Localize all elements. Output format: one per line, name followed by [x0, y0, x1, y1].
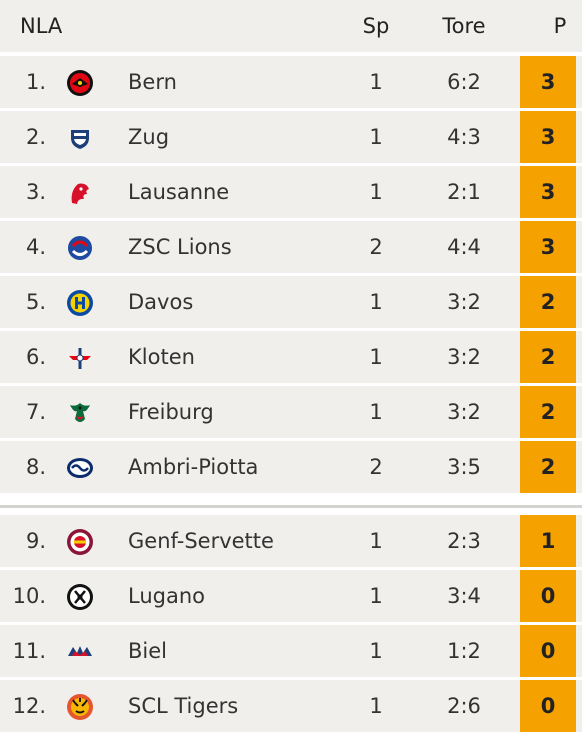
goals: 4:4 — [447, 235, 481, 259]
lausanne-logo-icon — [66, 179, 94, 207]
goals: 6:2 — [447, 70, 481, 94]
team-name[interactable]: SCL Tigers — [128, 694, 239, 718]
rank: 4. — [25, 235, 46, 259]
team-name[interactable]: Biel — [128, 639, 167, 663]
points: 3 — [520, 56, 576, 108]
rank: 2. — [25, 125, 46, 149]
davos-logo-icon — [66, 289, 94, 317]
points: 2 — [520, 276, 576, 328]
ambri-piotta-logo-icon — [66, 454, 94, 482]
games-played: 1 — [369, 694, 383, 718]
points: 2 — [520, 386, 576, 438]
freiburg-logo-icon — [66, 399, 94, 427]
zug-logo-icon — [66, 124, 94, 152]
team-name[interactable]: Zug — [128, 125, 170, 149]
rank: 8. — [25, 455, 46, 479]
team-name[interactable]: Davos — [128, 290, 194, 314]
lugano-logo-icon — [66, 583, 94, 611]
points: 0 — [520, 570, 576, 622]
rank: 10. — [12, 584, 46, 608]
column-header-games: Sp — [362, 14, 390, 38]
team-name[interactable]: Lausanne — [128, 180, 230, 204]
games-played: 2 — [369, 235, 383, 259]
team-name[interactable]: Ambri-Piotta — [128, 455, 259, 479]
table-row[interactable]: 5. Davos 1 3:2 2 — [0, 276, 582, 328]
goals: 3:2 — [447, 345, 481, 369]
rank: 3. — [25, 180, 46, 204]
goals: 3:5 — [447, 455, 481, 479]
rank: 6. — [25, 345, 46, 369]
goals: 3:4 — [447, 584, 481, 608]
points: 0 — [520, 680, 576, 732]
team-name[interactable]: Kloten — [128, 345, 195, 369]
column-header-points: P — [553, 14, 567, 38]
goals: 2:1 — [447, 180, 481, 204]
points: 2 — [520, 441, 576, 493]
table-row[interactable]: 12. SCL Tigers 1 2:6 0 — [0, 680, 582, 732]
rank: 9. — [25, 529, 46, 553]
rank: 11. — [12, 639, 46, 663]
games-played: 1 — [369, 639, 383, 663]
table-row[interactable]: 2. Zug 1 4:3 3 — [0, 111, 582, 163]
table-row[interactable]: 9. Genf-Servette 1 2:3 1 — [0, 515, 582, 567]
team-name[interactable]: ZSC Lions — [128, 235, 232, 259]
table-row[interactable]: 6. Kloten 1 3:2 2 — [0, 331, 582, 383]
column-header-goals: Tore — [442, 14, 486, 38]
table-row[interactable]: 10. Lugano 1 3:4 0 — [0, 570, 582, 622]
table-row[interactable]: 7. Freiburg 1 3:2 2 — [0, 386, 582, 438]
games-played: 1 — [369, 70, 383, 94]
games-played: 1 — [369, 400, 383, 424]
table-header: NLA Sp Tore P — [0, 0, 582, 52]
games-played: 1 — [369, 125, 383, 149]
points: 3 — [520, 166, 576, 218]
games-played: 2 — [369, 455, 383, 479]
table-row[interactable]: 4. ZSC Lions 2 4:4 3 — [0, 221, 582, 273]
bern-logo-icon — [66, 69, 94, 97]
scl-tigers-logo-icon — [66, 693, 94, 721]
team-name[interactable]: Lugano — [128, 584, 205, 608]
table-row[interactable]: 1. Bern 1 6:2 3 — [0, 56, 582, 108]
playoff-separator — [0, 505, 582, 508]
rank: 12. — [12, 694, 46, 718]
points: 3 — [520, 111, 576, 163]
goals: 3:2 — [447, 290, 481, 314]
rank: 5. — [25, 290, 46, 314]
table-row[interactable]: 8. Ambri-Piotta 2 3:5 2 — [0, 441, 582, 493]
games-played: 1 — [369, 529, 383, 553]
goals: 3:2 — [447, 400, 481, 424]
points: 3 — [520, 221, 576, 273]
games-played: 1 — [369, 180, 383, 204]
games-played: 1 — [369, 290, 383, 314]
goals: 2:6 — [447, 694, 481, 718]
team-name[interactable]: Bern — [128, 70, 177, 94]
points: 1 — [520, 515, 576, 567]
team-name[interactable]: Freiburg — [128, 400, 214, 424]
zsc-lions-logo-icon — [66, 234, 94, 262]
goals: 2:3 — [447, 529, 481, 553]
table-row[interactable]: 3. Lausanne 1 2:1 3 — [0, 166, 582, 218]
biel-logo-icon — [66, 638, 94, 666]
points: 0 — [520, 625, 576, 677]
games-played: 1 — [369, 584, 383, 608]
team-name[interactable]: Genf-Servette — [128, 529, 274, 553]
table-row[interactable]: 11. Biel 1 1:2 0 — [0, 625, 582, 677]
genf-servette-logo-icon — [66, 528, 94, 556]
points: 2 — [520, 331, 576, 383]
rank: 7. — [25, 400, 46, 424]
goals: 1:2 — [447, 639, 481, 663]
kloten-logo-icon — [66, 344, 94, 372]
games-played: 1 — [369, 345, 383, 369]
goals: 4:3 — [447, 125, 481, 149]
rank: 1. — [25, 70, 46, 94]
league-name: NLA — [20, 14, 63, 38]
